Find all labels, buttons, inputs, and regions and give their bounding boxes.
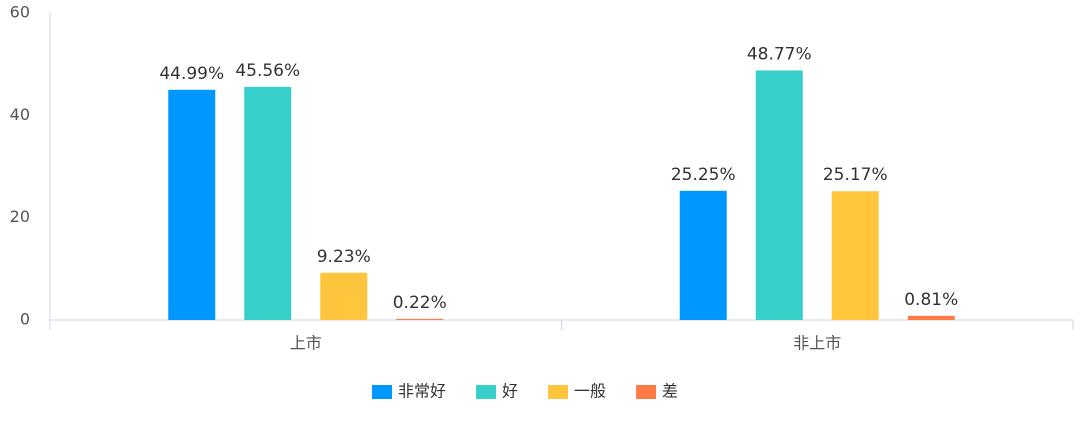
bar xyxy=(244,86,292,320)
value-label: 25.17% xyxy=(823,165,888,185)
value-label: 45.56% xyxy=(235,61,300,81)
bar xyxy=(755,70,803,320)
bar xyxy=(168,89,216,320)
bar xyxy=(396,318,444,320)
legend-label: 非常好 xyxy=(398,382,446,401)
legend-swatch xyxy=(476,385,497,399)
value-label: 25.25% xyxy=(671,165,736,185)
bar xyxy=(831,191,879,320)
legend-swatch xyxy=(636,385,657,399)
x-tick-label: 非上市 xyxy=(793,334,841,353)
legend-label: 好 xyxy=(502,382,518,401)
value-label: 44.99% xyxy=(159,64,224,84)
y-tick-label: 60 xyxy=(10,3,30,22)
bar xyxy=(320,272,368,320)
bar xyxy=(679,190,727,320)
legend-swatch xyxy=(372,385,392,399)
legend-label: 一般 xyxy=(574,382,606,401)
y-tick-label: 40 xyxy=(10,105,30,124)
value-label: 48.77% xyxy=(747,44,812,64)
legend-swatch xyxy=(548,385,569,399)
value-label: 9.23% xyxy=(317,247,371,267)
y-tick-label: 0 xyxy=(20,310,30,329)
legend-label: 差 xyxy=(662,382,678,401)
x-tick-label: 上市 xyxy=(290,334,322,353)
y-tick-label: 20 xyxy=(10,207,30,226)
value-label: 0.22% xyxy=(393,293,447,313)
bar xyxy=(907,315,955,320)
value-label: 0.81% xyxy=(904,290,958,310)
